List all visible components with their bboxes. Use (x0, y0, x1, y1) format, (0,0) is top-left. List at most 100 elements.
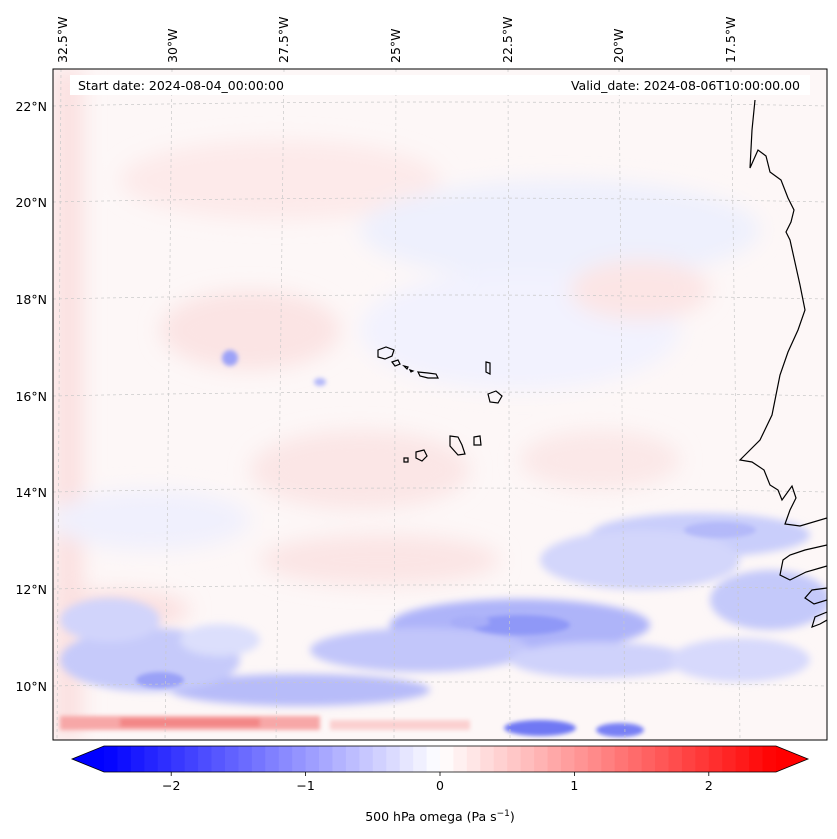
colorbar-cell (560, 746, 575, 772)
colorbar: −2 −1 0 1 2 500 hPa omega (Pa s−1) (70, 745, 810, 824)
colorbar-cell (695, 746, 710, 772)
colorbar-cell (130, 746, 145, 772)
colorbar-outline (70, 745, 810, 773)
lon-label-20: 20°W (611, 28, 626, 63)
colorbar-cell (251, 746, 266, 772)
colorbar-cell (198, 746, 213, 772)
gridline-lat-10 (53, 681, 827, 687)
lon-label-25: 25°W (388, 28, 403, 63)
lon-label-30: 30°W (165, 28, 180, 63)
omega-strong-cells (136, 350, 756, 737)
colorbar-cell (224, 746, 239, 772)
island-santo-antao (377, 346, 395, 360)
coastlines (377, 99, 827, 628)
colorbar-cell (144, 746, 159, 772)
island-sal (485, 361, 491, 375)
colorbar-tick-label: 0 (436, 778, 444, 793)
gridline-lat-18 (53, 294, 827, 300)
island-sao-vicente (391, 359, 401, 367)
colorbar-cell (386, 746, 401, 772)
gridline-lon-32-5 (56, 69, 62, 740)
colorbar-tick-label: −1 (296, 778, 314, 793)
colorbar-extend-min (72, 746, 104, 772)
lat-label-22: 22°N (15, 99, 47, 114)
start-date-label: Start date: 2024-08-04_00:00:00 (78, 78, 284, 93)
colorbar-cell (534, 746, 549, 772)
colorbar-cell (722, 746, 737, 772)
gridline-lat-16 (53, 391, 827, 397)
colorbar-cell (520, 746, 535, 772)
colorbar-cell (708, 746, 723, 772)
omega-field (53, 69, 827, 740)
colorbar-cell (614, 746, 629, 772)
colorbar-ticks: −2 −1 0 1 2 (162, 772, 713, 793)
colorbar-cell (668, 746, 683, 772)
gridline-lon-27-5 (275, 69, 285, 740)
island-boa-vista (487, 390, 503, 404)
lat-label-16: 16°N (15, 389, 47, 404)
gridline-lon-22-5 (507, 69, 511, 740)
colorbar-extend-max (776, 746, 808, 772)
lat-label-20: 20°N (15, 195, 47, 210)
island-santiago (449, 435, 466, 456)
colorbar-cell (399, 746, 414, 772)
colorbar-cell (453, 746, 468, 772)
lon-label-27-5: 27.5°W (276, 17, 291, 63)
valid-date-label: Valid_date: 2024-08-06T10:00:00.00 (571, 78, 800, 93)
gridline-lon-30 (164, 69, 173, 740)
colorbar-cell (762, 746, 777, 772)
gridline-lat-14 (53, 487, 827, 493)
latitude-labels: 22°N 20°N 18°N 16°N 14°N 12°N 10°N (15, 99, 47, 694)
colorbar-cell (117, 746, 132, 772)
gridline-lat-20 (53, 197, 827, 203)
colorbar-cell (104, 746, 119, 772)
colorbar-cell (305, 746, 320, 772)
colorbar-cell (601, 746, 616, 772)
colorbar-cell (587, 746, 602, 772)
colorbar-cell (466, 746, 481, 772)
lon-label-17-5: 17.5°W (723, 17, 738, 63)
coastline-africa (738, 99, 827, 628)
colorbar-cell (493, 746, 508, 772)
gridline-lat-12 (53, 584, 827, 590)
lat-label-14: 14°N (15, 485, 47, 500)
colorbar-cell (574, 746, 589, 772)
colorbar-cell (292, 746, 307, 772)
colorbar-cell (749, 746, 764, 772)
colorbar-cell (547, 746, 562, 772)
colorbar-cell (413, 746, 428, 772)
gridline-lon-25 (393, 69, 397, 740)
colorbar-cell (426, 746, 441, 772)
colorbar-cell (628, 746, 643, 772)
colorbar-label: 500 hPa omega (Pa s−1) (365, 809, 515, 824)
lat-label-10: 10°N (15, 679, 47, 694)
header-strip (70, 75, 810, 95)
colorbar-cell (480, 746, 495, 772)
map-panel: Start date: 2024-08-04_00:00:00 Valid_da… (52, 68, 828, 741)
colorbar-cell (332, 746, 347, 772)
colorbar-cell (184, 746, 199, 772)
colorbar-cell (278, 746, 293, 772)
gridline-lat-22 (53, 101, 827, 107)
colorbar-cell (507, 746, 522, 772)
colorbar-cell (345, 746, 360, 772)
colorbar-cell (319, 746, 334, 772)
colorbar-cell (735, 746, 750, 772)
colorbar-cell (641, 746, 656, 772)
colorbar-cell (359, 746, 374, 772)
colorbar-cell (440, 746, 455, 772)
colorbar-cell (171, 746, 186, 772)
lat-label-18: 18°N (15, 292, 47, 307)
colorbar-cell (265, 746, 280, 772)
colorbar-tick-label: 1 (570, 778, 578, 793)
colorbar-tick-label: 2 (705, 778, 713, 793)
colorbar-cell (372, 746, 387, 772)
island-fogo (415, 449, 428, 462)
lon-label-22-5: 22.5°W (500, 17, 515, 63)
colorbar-cell (157, 746, 172, 772)
colorbar-cell (681, 746, 696, 772)
omega-descent-band (60, 716, 470, 730)
lat-label-12: 12°N (15, 582, 47, 597)
omega-faint-tints (53, 69, 760, 740)
